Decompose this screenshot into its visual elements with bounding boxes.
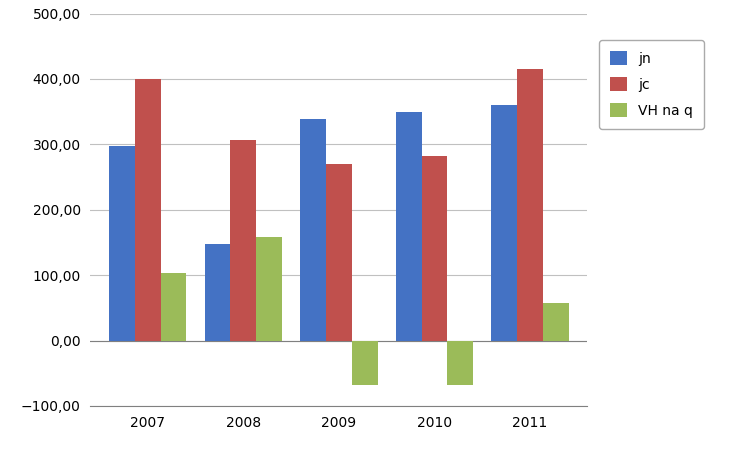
Legend: jn, jc, VH na q: jn, jc, VH na q — [599, 40, 704, 129]
Bar — [205, 244, 230, 341]
Bar — [300, 120, 326, 341]
Bar — [109, 146, 135, 341]
Bar — [491, 105, 517, 341]
Bar — [352, 341, 377, 385]
Bar — [135, 79, 160, 341]
Bar — [396, 111, 422, 341]
Bar — [256, 237, 282, 341]
Bar — [517, 69, 543, 341]
Bar — [160, 273, 187, 341]
Bar — [422, 156, 447, 341]
Bar — [230, 140, 256, 341]
Bar — [543, 303, 569, 341]
Bar — [326, 164, 352, 341]
Bar — [447, 341, 473, 385]
